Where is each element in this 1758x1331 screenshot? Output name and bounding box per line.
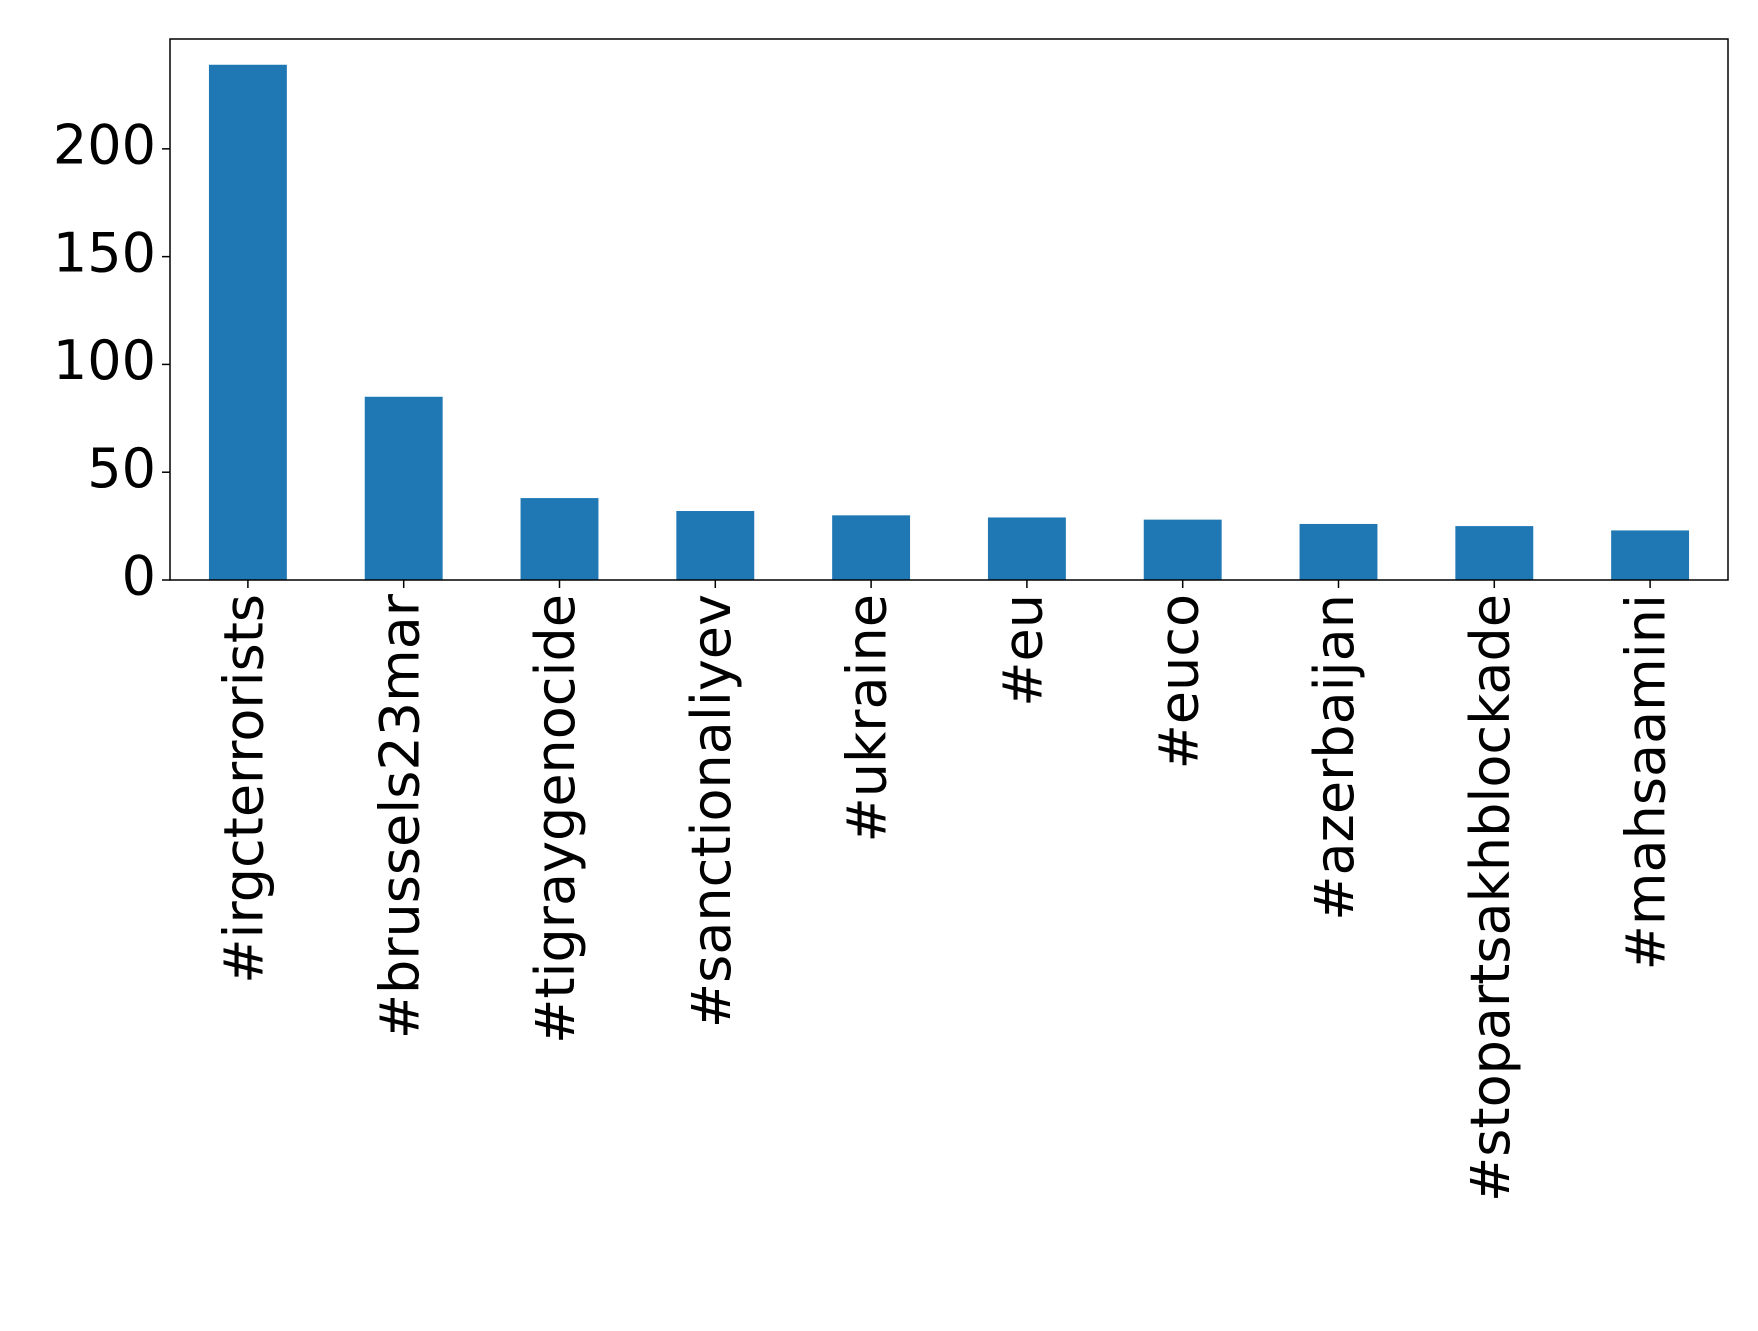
- x-tick-label: #sanctionaliyev: [680, 594, 743, 1028]
- bar: [987, 517, 1066, 580]
- bar: [1143, 519, 1222, 580]
- x-tick-label: #azerbaijan: [1303, 594, 1366, 921]
- bar: [520, 498, 599, 580]
- bar: [676, 511, 755, 580]
- x-tick-label: #eu: [992, 594, 1055, 707]
- x-tick-label: #mahsaamini: [1615, 594, 1678, 970]
- bar: [832, 515, 911, 580]
- y-tick-label: 0: [122, 545, 156, 608]
- bar: [364, 396, 443, 580]
- y-tick-label: 100: [53, 329, 156, 392]
- x-tick-label: #euco: [1147, 594, 1210, 769]
- x-tick-label: #stopartsakhblockade: [1459, 594, 1522, 1202]
- y-tick-label: 150: [53, 221, 156, 284]
- x-tick-label: #tigraygenocide: [524, 594, 587, 1044]
- x-tick-label: #irgcterrorists: [213, 594, 276, 984]
- bar: [208, 64, 287, 580]
- x-tick-label: #ukraine: [836, 594, 899, 842]
- plot-frame: [169, 38, 1729, 581]
- y-tick-label: 200: [53, 113, 156, 176]
- bar: [1455, 526, 1534, 580]
- y-tick-label: 50: [87, 437, 156, 500]
- bar: [1299, 523, 1378, 580]
- x-tick-label: #brussels23mar: [368, 593, 431, 1039]
- bar: [1611, 530, 1690, 580]
